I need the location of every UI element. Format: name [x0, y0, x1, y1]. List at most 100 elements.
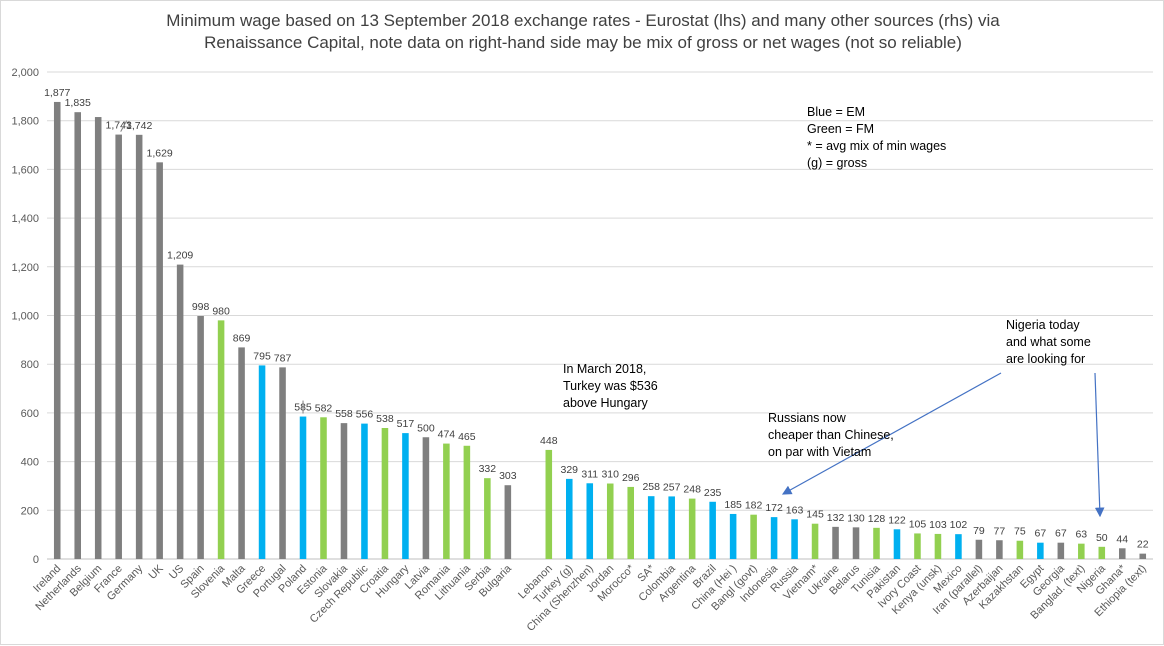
data-label: 77: [994, 525, 1006, 537]
data-label: 1,835: [65, 97, 91, 109]
annotation-line: Russians now: [768, 411, 846, 425]
bar: [811, 523, 819, 559]
data-label: 79: [973, 525, 985, 537]
bar: [975, 539, 983, 559]
color-legend-note: Blue = EM Green = FM * = avg mix of min …: [807, 104, 946, 172]
bar: [668, 496, 675, 559]
y-tick-label: 1,400: [11, 213, 39, 225]
france-label-leader: [120, 120, 128, 132]
bar: [873, 527, 880, 559]
data-label: 103: [929, 519, 947, 531]
bar: [53, 101, 61, 559]
bar: [279, 367, 286, 559]
legend-note-line: (g) = gross: [807, 156, 868, 170]
data-label: 869: [233, 332, 251, 344]
data-label: 128: [868, 513, 886, 525]
chart-title-line-2: Renaissance Capital, note data on right-…: [204, 33, 962, 52]
data-label: 132: [827, 512, 845, 524]
bar: [361, 423, 368, 559]
bar: [443, 443, 450, 559]
nigeria-annotation: Nigeria today and what some are looking …: [1006, 317, 1091, 368]
bar: [115, 134, 122, 559]
bar: [1139, 553, 1147, 559]
data-label: 311: [581, 468, 598, 480]
data-label: 787: [274, 352, 292, 364]
bar: [1078, 543, 1085, 559]
bar: [176, 264, 184, 559]
annotation-line: In March 2018,: [563, 362, 647, 376]
bar: [156, 162, 163, 559]
data-label: 448: [540, 435, 558, 447]
bar: [1016, 540, 1024, 559]
data-label: 303: [499, 470, 517, 482]
bar: [484, 478, 491, 559]
data-label: 795: [253, 350, 271, 362]
bar: [258, 365, 266, 559]
data-label: 105: [909, 518, 927, 530]
y-tick-label: 1,800: [11, 116, 39, 128]
data-label: 102: [950, 519, 968, 531]
bar: [729, 513, 737, 559]
bar: [647, 496, 655, 559]
bar: [852, 527, 860, 559]
data-label: 67: [1055, 528, 1067, 540]
bar: [340, 423, 348, 559]
data-label: 44: [1116, 533, 1128, 545]
bar: [606, 483, 614, 559]
data-label: 500: [417, 422, 435, 434]
bar: [955, 534, 962, 559]
annotation-line: above Hungary: [563, 396, 648, 410]
data-label: 130: [847, 512, 865, 524]
data-label: 310: [601, 469, 619, 481]
bar: [750, 514, 757, 559]
data-label: 556: [356, 409, 374, 421]
bar: [770, 517, 778, 559]
bar: [422, 437, 430, 559]
bar: [402, 433, 409, 559]
bar: [299, 416, 307, 559]
data-label: 258: [642, 481, 660, 493]
legend-note-line: Green = FM: [807, 122, 875, 136]
turkey-annotation: In March 2018, Turkey was $536 above Hun…: [563, 361, 658, 412]
data-label: 998: [192, 301, 210, 313]
y-tick-label: 1,000: [11, 311, 39, 323]
data-label: 474: [438, 429, 456, 441]
bar: [791, 519, 798, 559]
bar: [504, 485, 512, 559]
bar: [627, 486, 634, 559]
data-label: 296: [622, 472, 640, 484]
data-label: 172: [765, 502, 783, 514]
bar: [135, 134, 143, 559]
bar: [1037, 542, 1044, 559]
bar: [463, 445, 471, 559]
bar: [688, 498, 696, 559]
annotation-line: Turkey was $536: [563, 379, 658, 393]
bar: [566, 478, 573, 559]
bar: [914, 533, 921, 559]
y-tick-label: 800: [21, 359, 39, 371]
y-tick-label: 0: [33, 554, 39, 566]
chart-title-line-1: Minimum wage based on 13 September 2018 …: [166, 11, 1000, 30]
data-label: 332: [479, 463, 497, 475]
bar: [996, 540, 1003, 559]
annotation-line: Nigeria today: [1006, 318, 1080, 332]
bar: [586, 483, 594, 559]
data-label: 538: [376, 413, 394, 425]
russia-annotation: Russians now cheaper than Chinese, on pa…: [768, 410, 894, 461]
bar: [1119, 548, 1126, 559]
data-label: 185: [724, 499, 742, 511]
bar: [381, 427, 389, 559]
bar: [197, 315, 204, 559]
bar: [893, 529, 901, 559]
data-label: 50: [1096, 532, 1108, 544]
legend-note-line: Blue = EM: [807, 105, 866, 119]
data-label: 329: [561, 464, 579, 476]
bar: [1098, 546, 1106, 559]
data-label: 182: [745, 500, 763, 512]
x-category-label: UK: [146, 562, 166, 582]
bar: [74, 112, 81, 560]
data-label: 465: [458, 431, 476, 443]
bar: [934, 533, 942, 559]
